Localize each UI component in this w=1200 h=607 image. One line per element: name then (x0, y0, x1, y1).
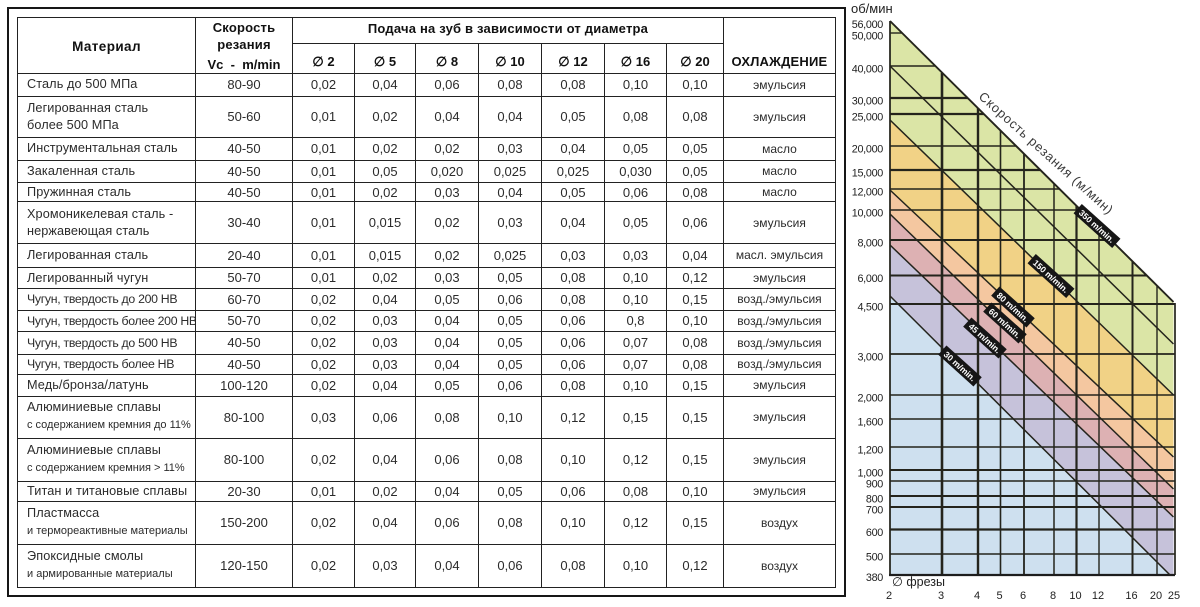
svg-text:800: 800 (866, 493, 883, 505)
svg-text:900: 900 (866, 478, 883, 490)
svg-text:6,000: 6,000 (857, 273, 883, 285)
svg-text:8,000: 8,000 (857, 237, 883, 249)
svg-text:16: 16 (1125, 590, 1137, 602)
svg-text:10,000: 10,000 (852, 207, 884, 219)
svg-text:4,500: 4,500 (857, 301, 883, 313)
svg-text:20: 20 (1150, 590, 1162, 602)
svg-text:об/мин: об/мин (851, 1, 893, 16)
svg-text:∅ фрезы: ∅ фрезы (892, 575, 945, 589)
svg-text:40,000: 40,000 (852, 63, 884, 75)
svg-text:1,200: 1,200 (857, 444, 883, 456)
svg-text:700: 700 (866, 504, 883, 516)
svg-text:380: 380 (866, 572, 883, 584)
svg-text:1,000: 1,000 (857, 467, 883, 479)
svg-text:600: 600 (866, 527, 883, 539)
svg-text:3,000: 3,000 (857, 351, 883, 363)
svg-text:12,000: 12,000 (852, 186, 884, 198)
svg-text:2,000: 2,000 (857, 392, 883, 404)
svg-text:4: 4 (974, 590, 980, 602)
svg-text:15,000: 15,000 (852, 167, 884, 179)
svg-text:56,000: 56,000 (852, 19, 884, 31)
svg-text:50,000: 50,000 (852, 30, 884, 42)
svg-text:5: 5 (996, 590, 1002, 602)
svg-text:20,000: 20,000 (852, 143, 884, 155)
svg-text:10: 10 (1069, 590, 1081, 602)
svg-text:2: 2 (886, 590, 892, 602)
svg-text:8: 8 (1050, 590, 1056, 602)
svg-text:1,600: 1,600 (857, 416, 883, 428)
svg-text:500: 500 (866, 551, 883, 563)
svg-text:25: 25 (1168, 590, 1180, 602)
svg-text:6: 6 (1020, 590, 1026, 602)
svg-text:30,000: 30,000 (852, 95, 884, 107)
svg-text:3: 3 (938, 590, 944, 602)
svg-text:12: 12 (1092, 590, 1104, 602)
svg-text:25,000: 25,000 (852, 111, 884, 123)
